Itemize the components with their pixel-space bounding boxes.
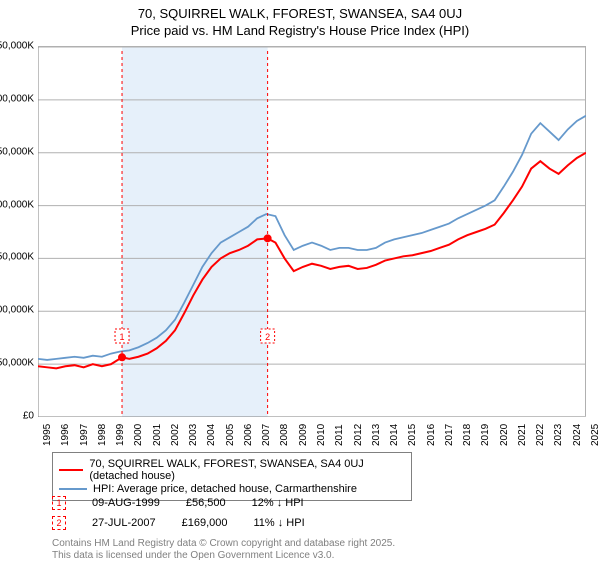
x-tick-label: 2000 — [133, 424, 144, 446]
x-tick-label: 1998 — [97, 424, 108, 446]
x-tick-label: 2001 — [152, 424, 163, 446]
legend-label-hpi: HPI: Average price, detached house, Carm… — [93, 483, 357, 495]
x-tick-label: 2002 — [170, 424, 181, 446]
marker-2-price: £169,000 — [182, 517, 228, 529]
svg-text:2: 2 — [265, 332, 270, 342]
x-tick-label: 2014 — [389, 424, 400, 446]
x-tick-label: 1997 — [79, 424, 90, 446]
marker-1-icon: 1 — [52, 496, 66, 510]
marker-1-date: 09-AUG-1999 — [92, 497, 160, 509]
x-tick-label: 1996 — [60, 424, 71, 446]
attribution-line2: This data is licensed under the Open Gov… — [52, 550, 395, 562]
x-tick-label: 2008 — [279, 424, 290, 446]
title-main: 70, SQUIRREL WALK, FFOREST, SWANSEA, SA4… — [0, 6, 600, 21]
x-tick-label: 2009 — [298, 424, 309, 446]
marker-2-hpi: 11% ↓ HPI — [253, 517, 304, 529]
svg-text:1: 1 — [120, 332, 125, 342]
x-tick-label: 2020 — [499, 424, 510, 446]
y-tick-label: £300,000K — [0, 93, 34, 104]
legend-swatch-price-paid — [59, 469, 83, 472]
x-tick-label: 1995 — [42, 424, 53, 446]
x-tick-label: 2017 — [444, 424, 455, 446]
marker-row-2: 2 27-JUL-2007 £169,000 11% ↓ HPI — [52, 516, 305, 530]
x-tick-label: 2016 — [426, 424, 437, 446]
legend-row-hpi: HPI: Average price, detached house, Carm… — [59, 483, 405, 495]
y-tick-label: £350,000K — [0, 41, 34, 52]
y-tick-label: £250,000K — [0, 146, 34, 157]
attribution-line1: Contains HM Land Registry data © Crown c… — [52, 538, 395, 550]
x-tick-label: 2018 — [462, 424, 473, 446]
x-tick-label: 2019 — [480, 424, 491, 446]
x-tick-label: 2022 — [535, 424, 546, 446]
marker-1-price: £56,500 — [186, 497, 226, 509]
chart-svg: 12 — [38, 47, 586, 417]
y-tick-label: £150,000K — [0, 252, 34, 263]
legend-row-price-paid: 70, SQUIRREL WALK, FFOREST, SWANSEA, SA4… — [59, 458, 405, 482]
x-tick-label: 2006 — [243, 424, 254, 446]
legend-box: 70, SQUIRREL WALK, FFOREST, SWANSEA, SA4… — [52, 452, 412, 501]
x-tick-label: 2021 — [517, 424, 528, 446]
x-tick-label: 2011 — [334, 424, 345, 446]
x-tick-label: 2024 — [572, 424, 583, 446]
x-tick-label: 2005 — [225, 424, 236, 446]
x-tick-label: 2013 — [371, 424, 382, 446]
y-tick-label: £50,000K — [0, 358, 34, 369]
marker-row-1: 1 09-AUG-1999 £56,500 12% ↓ HPI — [52, 496, 304, 510]
x-tick-label: 1999 — [115, 424, 126, 446]
x-tick-label: 2007 — [261, 424, 272, 446]
y-tick-label: £0 — [23, 411, 34, 422]
x-tick-label: 2012 — [353, 424, 364, 446]
legend-swatch-hpi — [59, 488, 87, 490]
marker-1-hpi: 12% ↓ HPI — [252, 497, 304, 509]
x-tick-label: 2023 — [553, 424, 564, 446]
x-tick-label: 2003 — [188, 424, 199, 446]
marker-2-date: 27-JUL-2007 — [92, 517, 156, 529]
x-tick-label: 2025 — [590, 424, 600, 446]
legend-label-price-paid: 70, SQUIRREL WALK, FFOREST, SWANSEA, SA4… — [89, 458, 405, 482]
chart-plot-area: 12 — [38, 46, 586, 416]
title-sub: Price paid vs. HM Land Registry's House … — [0, 23, 600, 38]
attribution-text: Contains HM Land Registry data © Crown c… — [52, 538, 395, 562]
chart-title-block: 70, SQUIRREL WALK, FFOREST, SWANSEA, SA4… — [0, 0, 600, 40]
marker-2-icon: 2 — [52, 516, 66, 530]
x-tick-label: 2015 — [407, 424, 418, 446]
x-tick-label: 2004 — [206, 424, 217, 446]
y-tick-label: £100,000K — [0, 305, 34, 316]
y-tick-label: £200,000K — [0, 199, 34, 210]
x-tick-label: 2010 — [316, 424, 327, 446]
